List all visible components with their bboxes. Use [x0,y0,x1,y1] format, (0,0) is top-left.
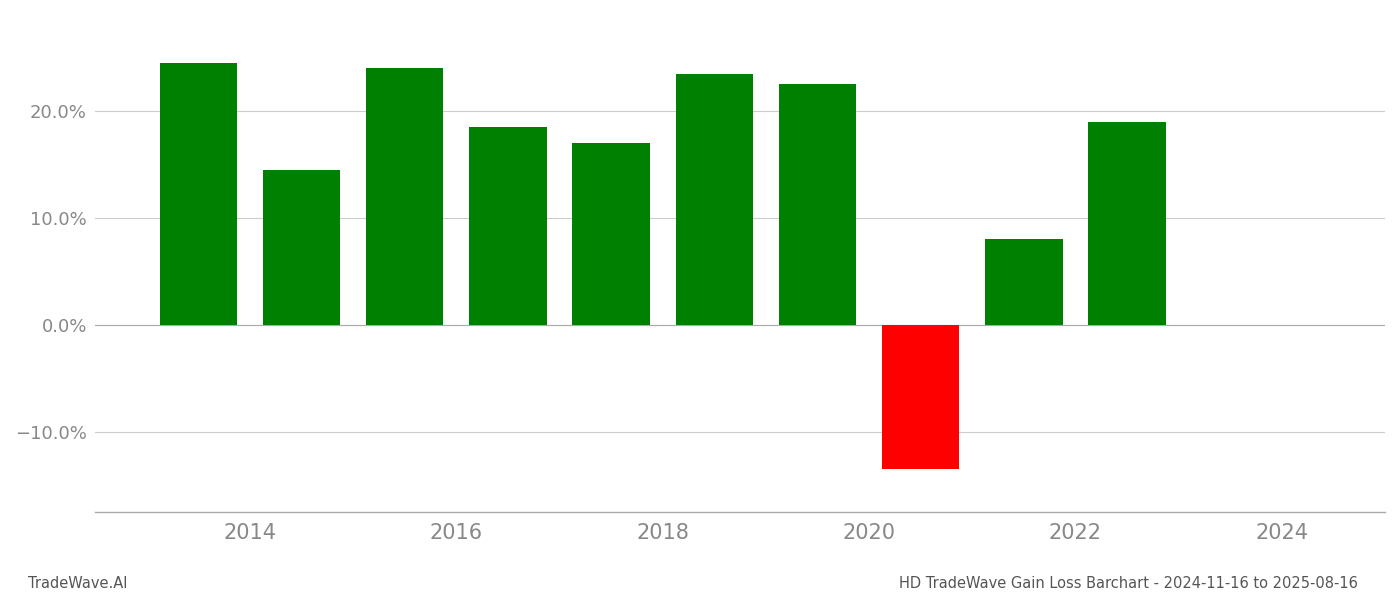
Bar [160,63,237,325]
Bar [778,85,857,325]
Bar [882,325,959,469]
Text: HD TradeWave Gain Loss Barchart - 2024-11-16 to 2025-08-16: HD TradeWave Gain Loss Barchart - 2024-1… [899,576,1358,591]
Bar [573,143,650,325]
Bar [365,68,444,325]
Bar [986,239,1063,325]
Bar [1088,122,1166,325]
Bar [263,170,340,325]
Bar [469,127,546,325]
Bar [676,74,753,325]
Text: TradeWave.AI: TradeWave.AI [28,576,127,591]
